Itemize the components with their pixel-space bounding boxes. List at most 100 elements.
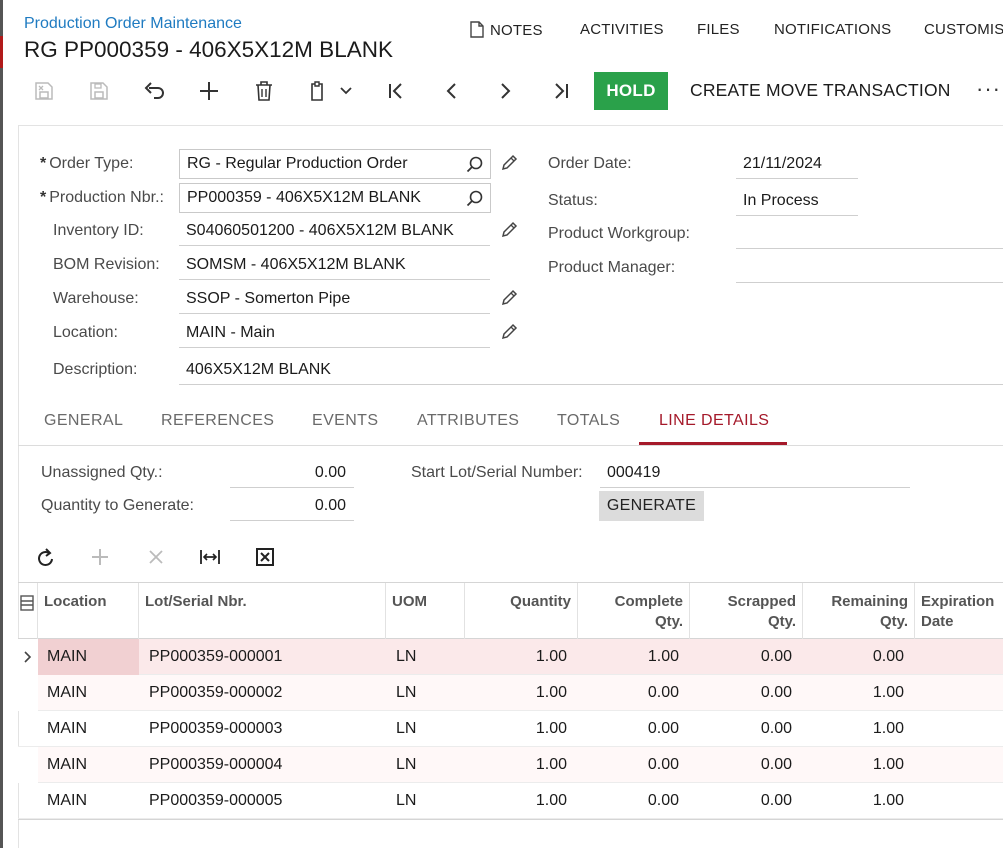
refresh-icon[interactable] [36, 546, 56, 568]
cell-uom[interactable]: LN [396, 756, 417, 773]
edit-location-icon[interactable] [500, 323, 518, 341]
cell-location[interactable]: MAIN [47, 792, 87, 809]
column-complete-qty[interactable]: Complete Qty. [578, 583, 690, 639]
tab-totals[interactable]: TOTALS [557, 412, 621, 429]
notes-button[interactable]: NOTES [470, 21, 543, 39]
cell-scrapped-qty[interactable]: 0.00 [760, 684, 792, 701]
column-scrapped-qty[interactable]: Scrapped Qty. [690, 583, 803, 639]
description-field[interactable]: 406X5X12M BLANK [179, 355, 1003, 385]
cell-remaining-qty[interactable]: 1.00 [872, 792, 904, 809]
cell-location[interactable]: MAIN [47, 720, 87, 737]
cell-quantity[interactable]: 1.00 [535, 684, 567, 701]
cell-quantity[interactable]: 1.00 [535, 720, 567, 737]
cell-quantity[interactable]: 1.00 [535, 648, 567, 665]
location-field[interactable]: MAIN - Main [179, 318, 490, 348]
cell-quantity[interactable]: 1.00 [535, 756, 567, 773]
row-selector[interactable] [18, 711, 38, 747]
tab-events[interactable]: EVENTS [312, 412, 379, 429]
hold-button[interactable]: HOLD [594, 72, 668, 110]
row-selector[interactable] [18, 783, 38, 819]
bom-revision-field[interactable]: SOMSM - 406X5X12M BLANK [179, 250, 490, 280]
cell-location[interactable]: MAIN [47, 684, 87, 701]
edit-order-type-icon[interactable] [500, 154, 518, 172]
copy-paste-button[interactable] [305, 72, 355, 110]
tab-attributes[interactable]: ATTRIBUTES [417, 412, 520, 429]
inventory-id-field[interactable]: S04060501200 - 406X5X12M BLANK [179, 216, 490, 246]
cell-uom[interactable]: LN [396, 792, 417, 809]
cell-scrapped-qty[interactable]: 0.00 [760, 792, 792, 809]
cell-complete-qty[interactable]: 1.00 [647, 648, 679, 665]
save-close-button[interactable] [30, 72, 58, 110]
cell-lot-serial[interactable]: PP000359-000002 [149, 684, 283, 701]
cell-scrapped-qty[interactable]: 0.00 [760, 756, 792, 773]
export-excel-icon[interactable] [255, 546, 275, 568]
column-location[interactable]: Location [38, 583, 139, 639]
add-row-icon[interactable] [90, 546, 110, 568]
cell-expiration-date[interactable] [915, 747, 1003, 783]
production-nbr-field[interactable]: PP000359 - 406X5X12M BLANK [179, 183, 491, 213]
next-record-button[interactable] [492, 72, 520, 110]
notifications-button[interactable]: NOTIFICATIONS [774, 21, 892, 38]
first-record-button[interactable] [382, 72, 410, 110]
table-row[interactable]: MAIN PP000359-000001 LN 1.00 1.00 0.00 0… [18, 639, 1003, 675]
delete-row-icon[interactable] [146, 546, 166, 568]
cell-remaining-qty[interactable]: 0.00 [872, 648, 904, 665]
undo-button[interactable] [140, 72, 168, 110]
product-manager-field[interactable] [736, 253, 1003, 283]
table-row[interactable]: MAIN PP000359-000003 LN 1.00 0.00 0.00 1… [18, 711, 1003, 747]
cell-remaining-qty[interactable]: 1.00 [872, 684, 904, 701]
cell-location[interactable]: MAIN [38, 639, 139, 675]
cell-uom[interactable]: LN [396, 684, 417, 701]
more-actions-button[interactable]: ··· [976, 76, 1001, 101]
row-selector-header[interactable] [18, 583, 38, 639]
edit-inventory-icon[interactable] [500, 221, 518, 239]
search-icon[interactable] [466, 156, 484, 174]
tab-references[interactable]: REFERENCES [161, 412, 275, 429]
delete-button[interactable] [250, 72, 278, 110]
search-icon[interactable] [466, 190, 484, 208]
generate-button[interactable]: GENERATE [599, 491, 704, 521]
column-lot-serial[interactable]: Lot/Serial Nbr. [139, 583, 386, 639]
start-lot-field[interactable]: 000419 [600, 458, 910, 488]
edit-warehouse-icon[interactable] [500, 289, 518, 307]
cell-scrapped-qty[interactable]: 0.00 [760, 720, 792, 737]
add-button[interactable] [195, 72, 223, 110]
column-remaining-qty[interactable]: Remaining Qty. [803, 583, 915, 639]
cell-lot-serial[interactable]: PP000359-000005 [149, 792, 283, 809]
tab-general[interactable]: GENERAL [44, 412, 124, 429]
cell-complete-qty[interactable]: 0.00 [647, 720, 679, 737]
table-row[interactable]: MAIN PP000359-000002 LN 1.00 0.00 0.00 1… [18, 675, 1003, 711]
qty-to-generate-field[interactable]: 0.00 [230, 491, 354, 521]
product-workgroup-field[interactable] [736, 219, 1003, 249]
customise-button[interactable]: CUSTOMIS [924, 21, 1003, 38]
cell-expiration-date[interactable] [915, 675, 1003, 711]
activities-button[interactable]: ACTIVITIES [580, 21, 664, 38]
tab-line-details[interactable]: LINE DETAILS [659, 412, 770, 429]
last-record-button[interactable] [547, 72, 575, 110]
cell-quantity[interactable]: 1.00 [535, 792, 567, 809]
cell-lot-serial[interactable]: PP000359-000004 [149, 756, 283, 773]
order-date-field[interactable]: 21/11/2024 [736, 149, 858, 179]
breadcrumb[interactable]: Production Order Maintenance [24, 15, 242, 32]
cell-expiration-date[interactable] [915, 639, 1003, 675]
cell-expiration-date[interactable] [915, 783, 1003, 819]
cell-complete-qty[interactable]: 0.00 [647, 684, 679, 701]
cell-remaining-qty[interactable]: 1.00 [872, 720, 904, 737]
row-selector[interactable] [18, 675, 38, 711]
cell-uom[interactable]: LN [396, 648, 417, 665]
cell-remaining-qty[interactable]: 1.00 [872, 756, 904, 773]
cell-location[interactable]: MAIN [47, 756, 87, 773]
table-row[interactable]: MAIN PP000359-000005 LN 1.00 0.00 0.00 1… [18, 783, 1003, 819]
files-button[interactable]: FILES [697, 21, 740, 38]
cell-uom[interactable]: LN [396, 720, 417, 737]
cell-expiration-date[interactable] [915, 711, 1003, 747]
warehouse-field[interactable]: SSOP - Somerton Pipe [179, 284, 490, 314]
cell-lot-serial[interactable]: PP000359-000003 [149, 720, 283, 737]
table-row[interactable]: MAIN PP000359-000004 LN 1.00 0.00 0.00 1… [18, 747, 1003, 783]
cell-complete-qty[interactable]: 0.00 [647, 792, 679, 809]
column-quantity[interactable]: Quantity [465, 583, 578, 639]
save-button[interactable] [85, 72, 113, 110]
column-expiration-date[interactable]: Expiration Date [921, 593, 995, 630]
previous-record-button[interactable] [437, 72, 465, 110]
order-type-field[interactable]: RG - Regular Production Order [179, 149, 491, 179]
